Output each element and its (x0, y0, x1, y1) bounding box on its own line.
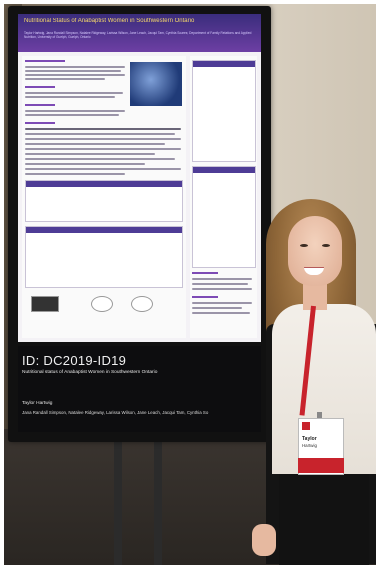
poster-table-right-top (192, 60, 256, 162)
person-eye-right (322, 244, 330, 247)
person-pants (279, 474, 369, 565)
person-eye-left (300, 244, 308, 247)
poster-screen: Nutritional Status of Anabaptist Women i… (18, 14, 261, 342)
person-smile (304, 267, 324, 275)
person-neck (303, 282, 327, 310)
badge-clip (317, 412, 322, 420)
poster-authors: Taylor Hartwig, Jana Randall Simpson, Na… (24, 31, 252, 40)
badge-first-name: Taylor (302, 436, 317, 442)
logo-left (31, 296, 59, 312)
conference-photo: Nutritional Status of Anabaptist Women i… (4, 4, 376, 565)
poster-logos (25, 294, 181, 314)
poster-monitor: Nutritional Status of Anabaptist Women i… (8, 6, 271, 442)
poster-table-top (25, 180, 183, 222)
poster-table-bottom (25, 226, 183, 288)
poster-title: Nutritional Status of Anabaptist Women i… (24, 18, 195, 24)
poster-photo (130, 62, 182, 106)
presenter-name: Taylor Hartwig (22, 401, 53, 406)
monitor-stand-right (154, 434, 162, 565)
poster-id-area (18, 346, 261, 432)
logo-right (131, 296, 153, 312)
badge-logo (302, 422, 310, 430)
poster-header (18, 14, 261, 52)
poster-id: ID: DC2019-ID19 (22, 353, 127, 368)
poster-table-right-bottom (192, 166, 256, 268)
monitor-stand-left (114, 434, 122, 565)
person-hand (252, 524, 276, 556)
person-face (288, 216, 342, 286)
poster-subtitle: Nutritional status of Anabaptist Women i… (22, 370, 158, 375)
poster-right-column (190, 56, 257, 338)
badge-last-name: Hartwig (302, 443, 317, 448)
logo-center (91, 296, 113, 312)
coauthor-list: Jana Randall Simpson, Natalee Ridgeway, … (22, 410, 209, 415)
badge-stripe (298, 458, 344, 473)
poster-left-column (22, 56, 186, 338)
